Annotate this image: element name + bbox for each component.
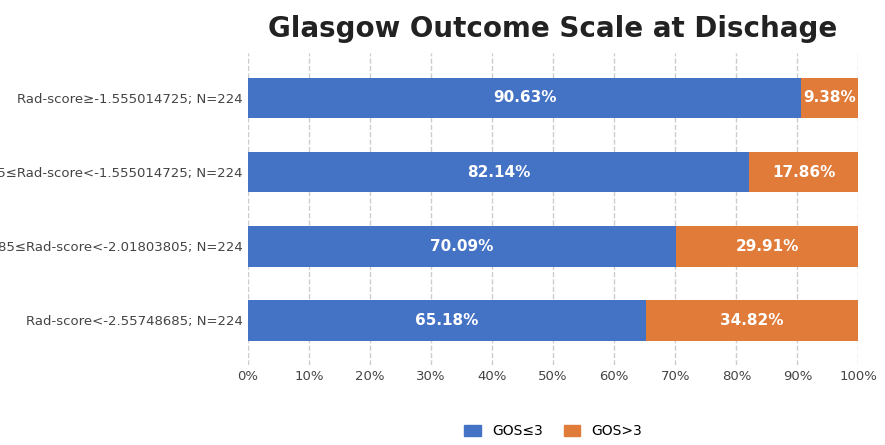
Bar bbox=[801, 77, 858, 118]
Bar bbox=[676, 226, 858, 267]
Text: 17.86%: 17.86% bbox=[773, 165, 835, 180]
Text: 9.38%: 9.38% bbox=[804, 90, 857, 105]
Text: 82.14%: 82.14% bbox=[467, 165, 530, 180]
Bar bbox=[750, 152, 858, 192]
Legend: GOS≤3, GOS>3: GOS≤3, GOS>3 bbox=[458, 417, 649, 445]
Bar bbox=[646, 300, 858, 341]
Text: 65.18%: 65.18% bbox=[415, 313, 479, 328]
Text: 29.91%: 29.91% bbox=[735, 239, 799, 254]
Text: 34.82%: 34.82% bbox=[720, 313, 784, 328]
Bar bbox=[248, 77, 801, 118]
Bar bbox=[248, 300, 646, 341]
Text: 90.63%: 90.63% bbox=[493, 90, 557, 105]
Bar bbox=[248, 226, 676, 267]
Bar bbox=[248, 152, 750, 192]
Text: 70.09%: 70.09% bbox=[430, 239, 494, 254]
Title: Glasgow Outcome Scale at Dischage: Glasgow Outcome Scale at Dischage bbox=[268, 15, 838, 43]
